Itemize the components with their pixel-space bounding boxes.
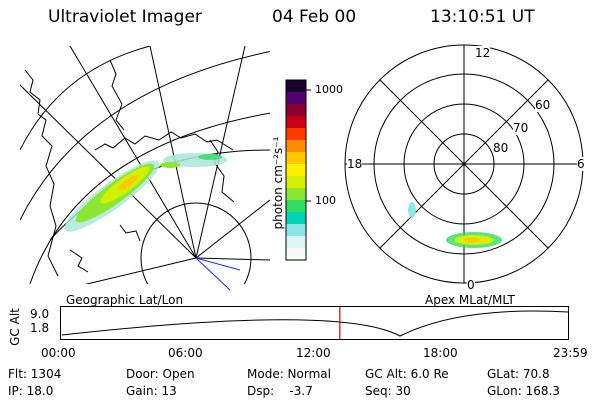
lat-label-80: 80: [493, 141, 509, 155]
info-seq: Seq: 30: [365, 384, 411, 398]
timeline-x-tick: 00:00: [41, 346, 76, 360]
info-ip: IP: 18.0: [8, 384, 54, 398]
lat-label-60: 60: [535, 98, 551, 112]
info-glat: GLat: 70.8: [487, 367, 550, 381]
colorbar-cell: [286, 128, 306, 141]
colorbar-cell: [286, 80, 306, 93]
colorbar-cell: [286, 236, 306, 249]
right-panel-label: Apex MLat/MLT: [425, 293, 515, 307]
colorbar-tick-1000: 1000: [315, 83, 343, 96]
meridian-line: [195, 46, 246, 259]
colorbar-tick-100: 100: [315, 194, 336, 207]
info-gc-alt: GC Alt: 6.0 Re: [365, 367, 449, 381]
info-flight: Flt: 1304: [8, 367, 62, 381]
colorbar-cell: [286, 104, 306, 117]
latitude-arc: [20, 46, 151, 151]
meridian-line: [69, 46, 197, 259]
coastline: [24, 69, 59, 277]
meridian-line: [195, 199, 270, 259]
mlt-label-0: 0: [467, 278, 475, 292]
colorbar-cell: [286, 140, 306, 153]
colorbar-unit-label: photon cm⁻²s⁻¹: [271, 136, 285, 230]
colorbar-cell: [286, 116, 306, 129]
colorbar-cell: [286, 200, 306, 213]
info-mode: Mode: Normal: [247, 367, 331, 381]
timeline-y-tick-min: 1.8: [30, 321, 50, 335]
timeline-y-tick-max: 9.0: [30, 307, 50, 321]
meridian-line: [84, 257, 197, 284]
colorbar-cell: [286, 92, 306, 105]
date-label: 04 Feb 00: [272, 7, 357, 27]
meridian-line: [149, 46, 197, 259]
coastline: [119, 224, 141, 242]
timeline-x-tick: 23:59: [553, 346, 588, 360]
colorbar-cell: [286, 212, 306, 225]
colorbar: [285, 79, 311, 261]
info-gain: Gain: 13: [126, 384, 177, 398]
colorbar-cell: [286, 176, 306, 189]
coastline: [94, 131, 234, 151]
timeline-x-tick: 06:00: [168, 346, 203, 360]
left-panel-label: Geographic Lat/Lon: [66, 293, 184, 307]
timeline-plot: [60, 306, 569, 340]
mlt-label-18: 18: [347, 157, 363, 171]
timeline-x-tick: 18:00: [423, 346, 458, 360]
colorbar-cell: [286, 152, 306, 165]
instrument-title: Ultraviolet Imager: [48, 7, 202, 27]
info-door: Door: Open: [126, 367, 195, 381]
colorbar-cell: [286, 188, 306, 201]
coastline: [209, 139, 235, 203]
timeline-y-label: GC Alt: [8, 308, 22, 346]
colorbar-cell: [286, 224, 306, 237]
time-label: 13:10:51 UT: [430, 7, 535, 27]
meridian-line: [195, 257, 270, 261]
meridian-line: [20, 84, 197, 259]
colorbar-cell: [286, 248, 306, 261]
coastline: [69, 249, 89, 273]
pole-circle: [140, 202, 252, 284]
latitude-arc: [29, 112, 270, 284]
mlt-label-6: 6: [577, 157, 585, 171]
info-glon: GLon: 168.3: [487, 384, 560, 398]
coastline: [109, 59, 125, 131]
timeline-x-tick: 12:00: [296, 346, 331, 360]
info-dsp: Dsp: -3.7: [247, 384, 313, 398]
colorbar-cell: [286, 164, 306, 177]
latitude-arc: [20, 51, 270, 221]
lat-label-70: 70: [513, 121, 529, 135]
aurora-polar: [408, 202, 502, 248]
mlt-label-12: 12: [475, 46, 491, 60]
aurora-geographic: [64, 153, 227, 232]
polar-plot: [344, 44, 584, 284]
